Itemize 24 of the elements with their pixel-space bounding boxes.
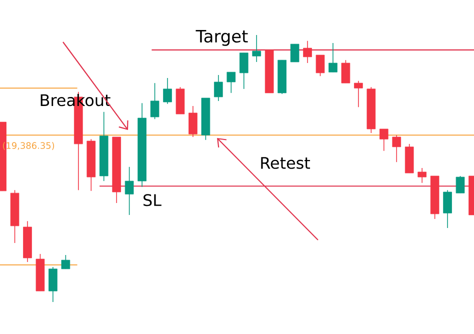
- candlestick: [124, 166, 134, 216]
- ref-line-label: SL: [144, 194, 162, 206]
- candlestick: [354, 80, 363, 108]
- candlestick: [316, 54, 325, 77]
- candlestick: [392, 134, 402, 162]
- candlestick: [379, 128, 388, 152]
- candlestick: [418, 168, 426, 184]
- candlestick: [48, 266, 58, 302]
- candlestick: [188, 106, 198, 138]
- ref-line-label: Target: [196, 30, 248, 46]
- candlestick: [303, 40, 312, 64]
- candlestick: [252, 34, 262, 62]
- candlestick: [456, 176, 465, 194]
- candlestick: [214, 74, 223, 102]
- candlestick: [226, 72, 236, 94]
- candlestick: [163, 78, 172, 104]
- candlestick: [239, 52, 248, 90]
- candlestick: [150, 82, 160, 120]
- candlestick: [61, 254, 70, 270]
- candlestick: [443, 190, 452, 228]
- annotation: Retest: [261, 157, 310, 169]
- candlestick: [290, 44, 300, 62]
- candlestick: [341, 60, 350, 84]
- candlestick: [328, 42, 338, 73]
